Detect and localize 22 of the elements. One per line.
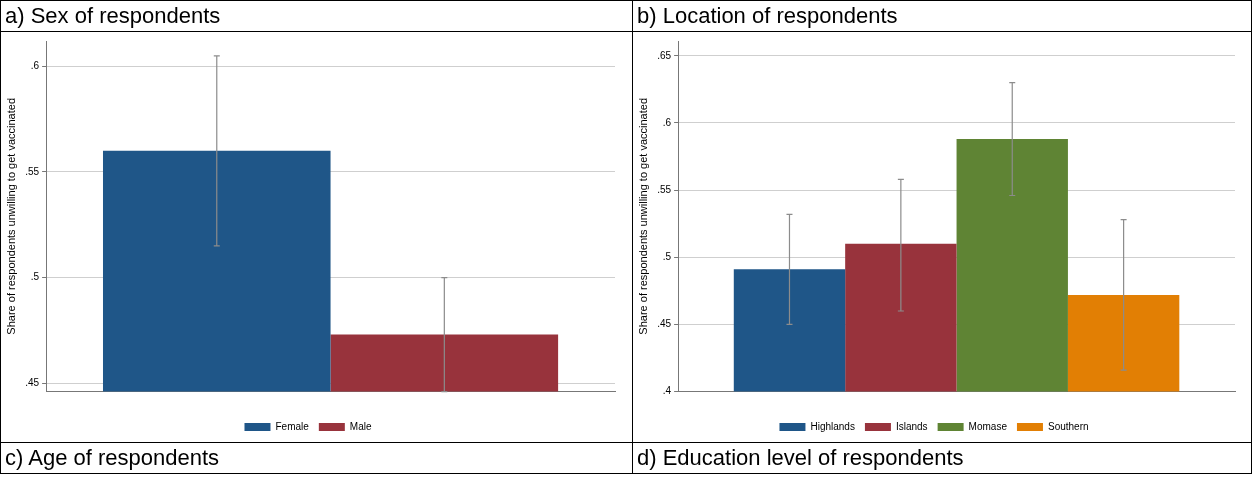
legend-label: Highlands [810,420,855,432]
y-tick-label: .6 [30,60,40,72]
y-tick-label: .5 [30,271,40,283]
y-tick-label: .6 [662,116,672,128]
y-tick-label: .5 [662,251,672,263]
text: d) Education level of respondents [633,443,1251,473]
y-tick-label: .65 [657,49,672,61]
y-tick-label: .4 [662,385,672,397]
y-tick-label: .55 [657,183,672,195]
legend-label: Southern [1047,420,1089,432]
y-tick-label: .55 [25,165,40,177]
legend-label: Female [275,420,310,432]
y-axis-title: Share of respondents unwilling to get vaccinated [636,97,649,335]
legend-label: Male [349,420,372,432]
y-tick-label: .45 [25,376,40,388]
y-tick-label: .45 [657,318,672,330]
legend-label: Momase [968,420,1008,432]
chart-title: b) Location of respondents [633,1,1251,32]
legend-label: Islands [895,420,928,432]
text: c) Age of respondents [1,443,632,473]
y-axis-title: Share of respondents unwilling to get vaccinated [4,97,17,335]
chart-title: a) Sex of respondents [1,1,632,32]
